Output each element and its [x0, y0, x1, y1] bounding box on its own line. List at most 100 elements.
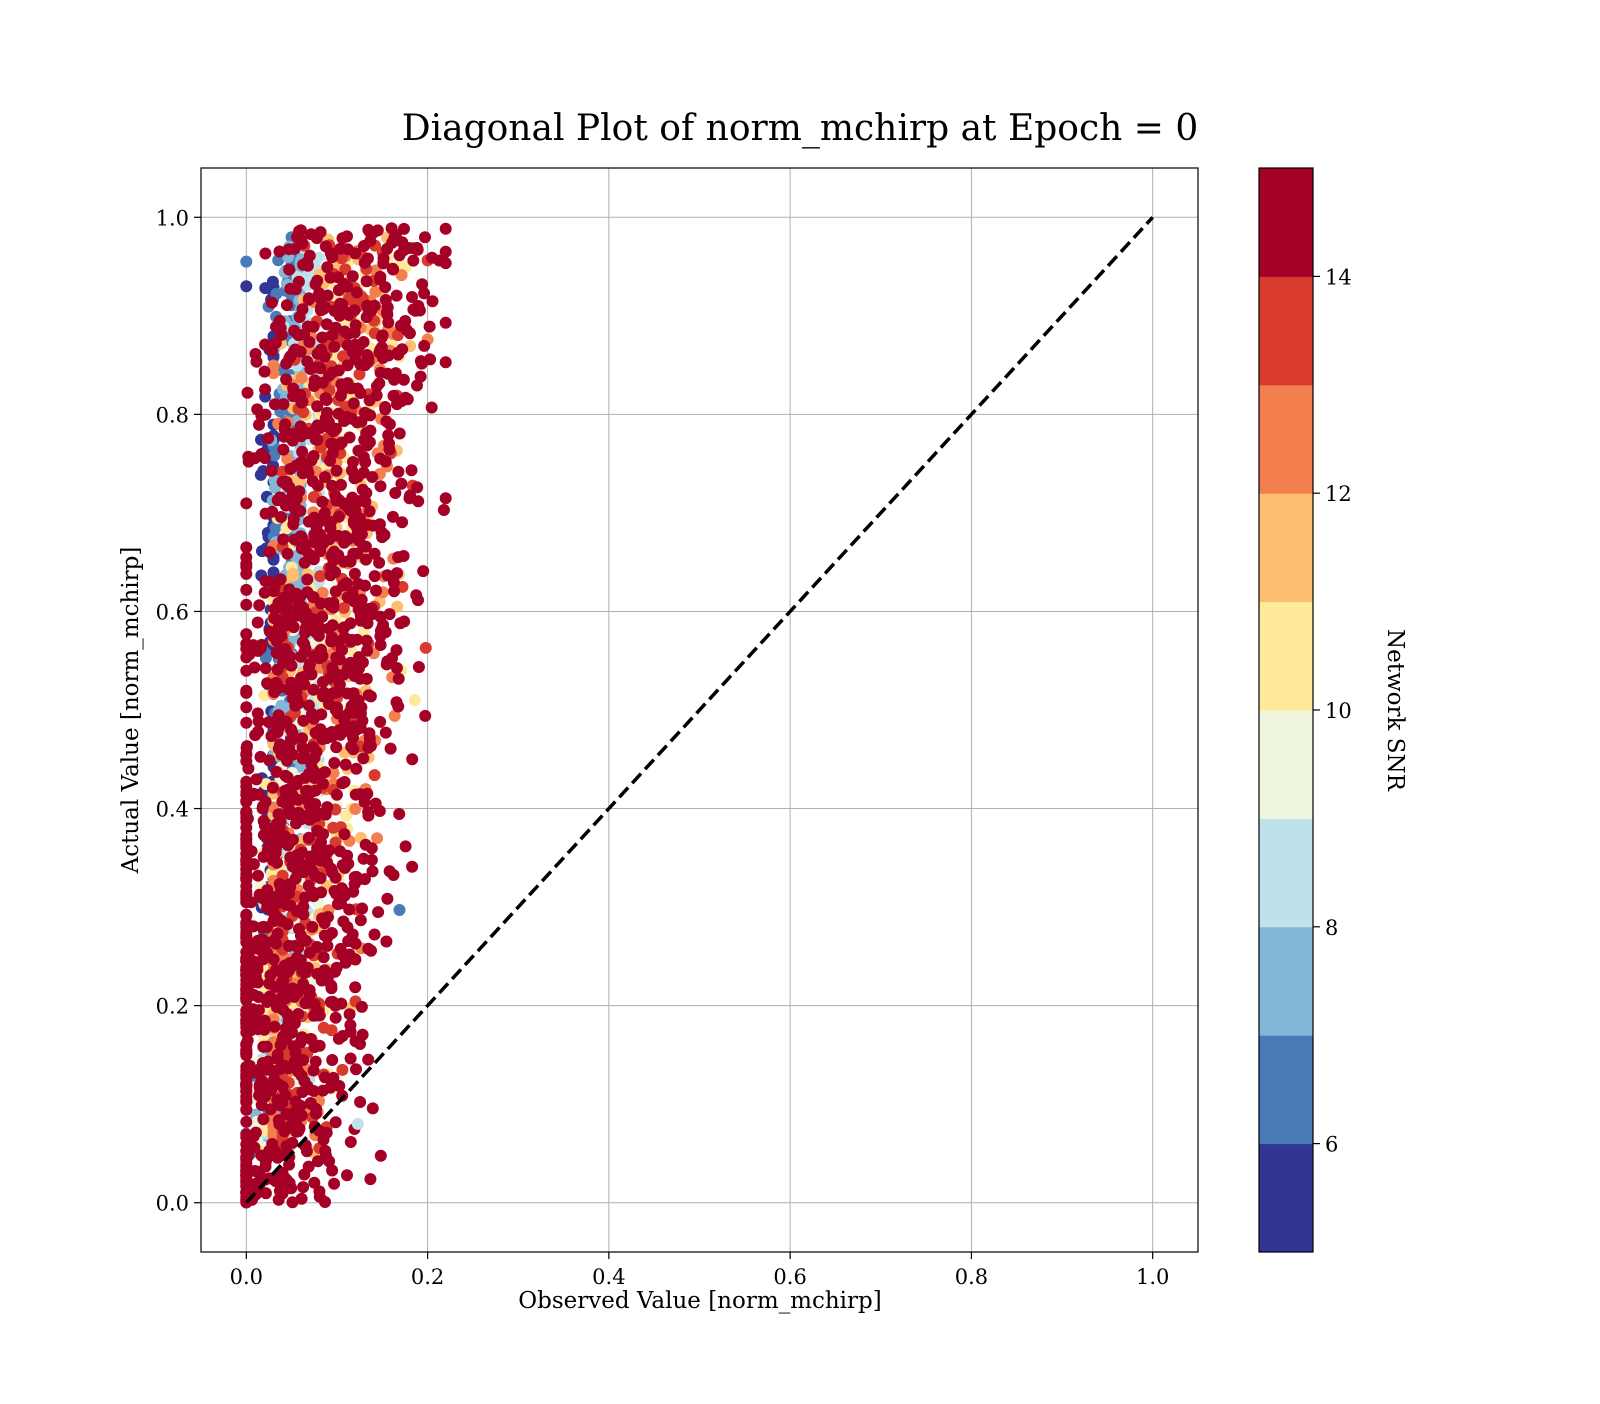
scatter-point: [323, 968, 336, 981]
scatter-point: [338, 325, 351, 338]
scatter-point: [289, 1095, 302, 1108]
scatter-point: [279, 418, 292, 431]
scatter-point: [302, 831, 315, 844]
scatter-point: [379, 294, 392, 306]
scatter-point: [391, 567, 403, 580]
y-tick-label: 0.0: [156, 1192, 189, 1216]
scatter-point: [325, 862, 338, 875]
scatter-point: [337, 622, 350, 635]
scatter-point: [388, 585, 401, 598]
scatter-point: [268, 580, 281, 593]
scatter-point: [341, 230, 353, 243]
scatter-point: [390, 696, 403, 709]
scatter-point: [240, 775, 253, 788]
scatter-point: [301, 463, 314, 476]
scatter-point: [266, 781, 279, 794]
scatter-point: [296, 1086, 309, 1099]
scatter-point: [385, 222, 398, 235]
scatter-point: [272, 709, 285, 722]
scatter-point: [240, 567, 253, 580]
scatter-point: [321, 261, 334, 274]
scatter-point: [295, 813, 308, 826]
scatter-point: [367, 519, 380, 532]
scatter-point: [348, 472, 361, 485]
scatter-point: [383, 443, 396, 456]
reference-line-group: [245, 216, 1154, 1204]
scatter-point: [342, 935, 355, 948]
scatter-point: [240, 1153, 253, 1166]
scatter-point: [281, 547, 294, 560]
scatter-point: [320, 394, 333, 406]
scatter-point: [426, 295, 439, 308]
scatter-point: [280, 373, 293, 386]
x-tick-label: 0.6: [773, 1265, 806, 1289]
scatter-point: [323, 844, 336, 857]
scatter-point: [257, 850, 270, 863]
scatter-point: [249, 1013, 262, 1026]
scatter-point: [319, 471, 331, 484]
scatter-point: [326, 479, 339, 492]
scatter-point: [407, 254, 420, 267]
scatter-point: [293, 1122, 306, 1135]
y-tick-label: 0.6: [156, 600, 189, 624]
scatter-point: [354, 1096, 367, 1108]
scatter-point: [276, 1035, 289, 1048]
scatter-point: [261, 677, 274, 690]
scatter-point: [278, 1059, 291, 1072]
plot-frame: [200, 167, 1199, 1253]
scatter-point: [287, 567, 299, 580]
scatter-point: [271, 927, 284, 940]
scatter-point: [397, 373, 410, 386]
scatter-point: [252, 715, 265, 728]
scatter-point: [294, 590, 307, 602]
scatter-point: [381, 242, 394, 255]
scatter-point: [271, 1048, 284, 1061]
scatter-point: [296, 445, 309, 458]
scatter-point: [350, 1063, 362, 1076]
scatter-point: [343, 903, 356, 916]
scatter-point: [240, 836, 253, 849]
scatter-point: [311, 851, 324, 864]
scatter-point: [306, 590, 319, 603]
colorbar-segment: [1259, 1035, 1313, 1145]
scatter-point: [349, 1035, 362, 1048]
scatter-point: [379, 726, 392, 739]
scatter-point: [405, 464, 418, 477]
scatter-point: [303, 548, 316, 561]
scatter-point: [317, 951, 330, 964]
scatter-point: [319, 240, 332, 253]
scatter-point: [257, 1113, 270, 1126]
scatter-point: [289, 699, 302, 712]
scatter-point: [259, 247, 272, 260]
scatter-point: [370, 584, 382, 597]
scatter-point: [262, 432, 275, 445]
scatter-point: [270, 765, 283, 778]
scatter-point: [333, 1080, 346, 1092]
scatter-point: [351, 633, 364, 646]
scatter-point: [373, 556, 386, 569]
scatter-point: [346, 660, 359, 673]
scatter-point: [283, 263, 296, 276]
scatter-point: [297, 977, 310, 990]
scatter-point: [310, 810, 323, 823]
scatter-point: [296, 237, 309, 250]
scatter-point: [392, 465, 405, 478]
scatter-point: [319, 808, 332, 821]
scatter-point: [303, 767, 316, 780]
scatter-point: [338, 828, 351, 841]
scatter-point: [240, 701, 253, 714]
scatter-point: [332, 284, 345, 297]
scatter-point: [407, 303, 420, 316]
scatter-point: [285, 429, 298, 442]
scatter-point: [329, 1116, 342, 1129]
scatter-point: [271, 494, 284, 507]
scatter-point: [359, 838, 372, 851]
scatter-point: [406, 860, 419, 873]
scatter-point: [379, 281, 392, 294]
scatter-point: [283, 583, 296, 596]
scatter-point: [368, 570, 381, 583]
scatter-point: [274, 815, 287, 828]
scatter-point: [332, 707, 345, 720]
scatter-point: [292, 793, 305, 806]
scatter-point: [359, 553, 372, 566]
